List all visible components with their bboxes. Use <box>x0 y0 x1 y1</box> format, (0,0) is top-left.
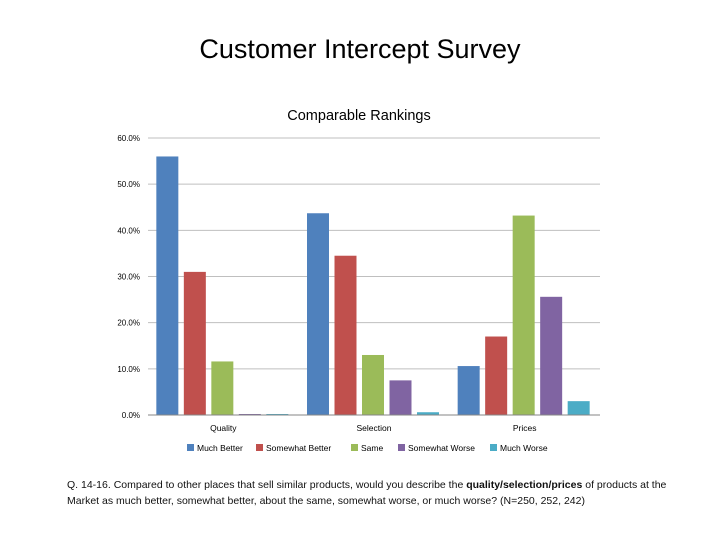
bar-much-worse-selection <box>417 412 439 415</box>
legend: Much Better Somewhat Better Same Somewhat W… <box>187 443 548 453</box>
bar-same-selection <box>362 354 384 415</box>
legend-item: Much Better <box>187 443 243 453</box>
legend-label: Much Worse <box>500 443 548 453</box>
legend-label: Same <box>361 443 383 453</box>
bar-somewhat-better-selection <box>334 255 357 415</box>
x-tick-label: Selection <box>357 423 392 433</box>
legend-swatch <box>351 444 358 451</box>
bar-somewhat-worse-selection <box>389 380 412 415</box>
caption-part2: of products at the Market as much better… <box>67 479 667 507</box>
bar-somewhat-better-prices <box>485 336 508 415</box>
y-axis: 0.0% 10.0% 20.0% 30.0% 40.0% 50.0% 60.0% <box>117 134 140 420</box>
y-tick-label: 60.0% <box>117 134 140 143</box>
legend-label: Somewhat Worse <box>408 443 475 453</box>
legend-swatch <box>398 444 405 451</box>
y-tick-label: 0.0% <box>122 411 140 420</box>
y-tick-label: 30.0% <box>117 273 140 282</box>
legend-item: Same <box>351 443 383 453</box>
bar-much-better-selection <box>307 213 329 415</box>
y-tick-label: 50.0% <box>117 180 140 189</box>
x-tick-label: Prices <box>513 423 537 433</box>
legend-swatch <box>490 444 497 451</box>
y-tick-label: 20.0% <box>117 319 140 328</box>
legend-swatch <box>256 444 263 451</box>
x-axis: Quality Selection Prices <box>148 414 600 433</box>
chart-title: Comparable Rankings <box>287 108 430 124</box>
y-tick-label: 10.0% <box>117 365 140 374</box>
legend-item: Somewhat Worse <box>398 443 475 453</box>
caption-part1: Q. 14-16. Compared to other places that … <box>67 479 467 491</box>
question-caption: Q. 14-16. Compared to other places that … <box>67 477 682 509</box>
legend-swatch <box>187 444 194 451</box>
x-tick-label: Quality <box>210 423 237 433</box>
bar-same-quality <box>211 361 234 415</box>
bar-much-worse-prices <box>567 401 590 415</box>
legend-item: Somewhat Better <box>256 443 331 453</box>
y-tick-label: 40.0% <box>117 226 140 235</box>
legend-label: Somewhat Better <box>266 443 331 453</box>
legend-item: Much Worse <box>490 443 548 453</box>
bars <box>156 156 590 415</box>
bar-somewhat-worse-prices <box>540 296 563 415</box>
bar-much-better-prices <box>457 366 480 415</box>
bar-much-better-quality <box>156 156 179 415</box>
bar-somewhat-better-quality <box>183 271 206 415</box>
bar-same-prices <box>512 215 535 415</box>
slide-title: Customer Intercept Survey <box>199 34 521 64</box>
legend-label: Much Better <box>197 443 243 453</box>
caption-emphasis: quality/selection/prices <box>466 479 583 491</box>
